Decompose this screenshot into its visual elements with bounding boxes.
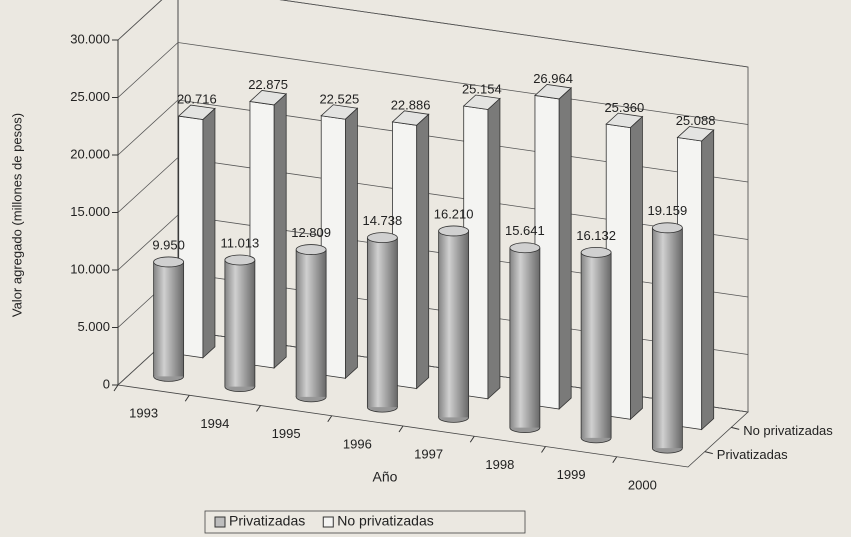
x-tick-label: 1999	[557, 467, 586, 482]
legend-frame	[204, 510, 526, 534]
bar-side	[202, 107, 216, 359]
bar-group	[462, 94, 501, 400]
legend-label: No privatizadas	[337, 513, 434, 529]
bar	[224, 259, 255, 387]
y-tick-label: 0	[103, 376, 110, 391]
x-tick-label: 1994	[200, 416, 229, 431]
y-tick-label: 15.000	[70, 204, 110, 219]
legend-label: Privatizadas	[229, 513, 305, 529]
bar-top	[509, 242, 541, 254]
bar-group	[320, 104, 359, 380]
bar-group	[295, 244, 327, 403]
x-tick	[327, 415, 333, 423]
bar-group	[153, 256, 185, 382]
bar-group	[580, 246, 612, 444]
value-label: 25.154	[462, 82, 502, 97]
bar-top	[651, 222, 683, 234]
bar-group	[651, 222, 683, 454]
bar	[367, 237, 398, 408]
bar-side	[273, 93, 287, 369]
bar-top	[580, 246, 612, 258]
x-axis-label: Año	[373, 469, 398, 485]
y-tick-label: 5.000	[77, 319, 110, 334]
bar-group	[676, 126, 715, 431]
y-tick-label: 30.000	[70, 31, 110, 46]
depth-label: Privatizadas	[717, 447, 788, 462]
bar-group	[177, 104, 216, 359]
x-tick-label: 1998	[485, 457, 514, 472]
y-tick-label: 20.000	[70, 146, 110, 161]
grid-line	[117, 0, 749, 68]
bar-side	[416, 113, 430, 390]
bar-top	[153, 256, 185, 268]
value-label: 15.641	[505, 223, 545, 238]
x-tick-label: 1995	[272, 426, 301, 441]
y-tick-label: 25.000	[70, 89, 110, 104]
x-tick	[612, 456, 618, 464]
value-label: 25.360	[604, 100, 644, 115]
bar	[509, 247, 540, 428]
value-label: 9.950	[152, 237, 185, 252]
depth-label: No privatizadas	[743, 423, 833, 438]
legend-swatch	[214, 516, 226, 528]
bar-side	[558, 87, 572, 410]
value-label: 16.210	[434, 206, 474, 221]
value-label: 11.013	[220, 235, 259, 250]
value-label: 12.809	[291, 225, 331, 240]
bar-side	[345, 107, 358, 380]
x-tick	[256, 405, 261, 412]
bar-group	[391, 110, 430, 390]
value-label: 22.525	[319, 91, 359, 106]
bar-side	[701, 129, 715, 431]
x-tick	[469, 435, 475, 443]
value-label: 26.964	[533, 71, 573, 86]
bar-group	[438, 225, 470, 423]
bar-group	[224, 254, 256, 393]
bar-side	[487, 97, 501, 400]
bar-group	[366, 232, 398, 413]
bar-group	[534, 84, 573, 410]
value-label: 22.886	[391, 98, 431, 113]
value-label: 19.159	[647, 203, 687, 218]
value-label: 22.875	[248, 77, 288, 92]
bar-top	[224, 254, 256, 266]
y-axis-label: Valor agregado (millones de pesos)	[9, 113, 24, 317]
x-tick-label: 1996	[343, 436, 372, 451]
bar	[153, 261, 184, 377]
value-label: 20.716	[177, 92, 217, 107]
bar	[581, 252, 612, 438]
x-tick-label: 1997	[414, 447, 443, 462]
value-label: 25.088	[676, 113, 716, 128]
bar	[296, 249, 327, 397]
bar	[438, 230, 469, 418]
bar-top	[295, 244, 327, 255]
x-tick	[113, 384, 119, 392]
bar-group	[509, 242, 541, 434]
depth-tick	[704, 451, 713, 455]
value-label: 14.738	[362, 213, 402, 228]
bar-group	[249, 90, 288, 369]
bar-top	[366, 232, 398, 244]
bar	[652, 227, 683, 449]
depth-tick	[731, 426, 740, 430]
x-tick-label: 1993	[129, 406, 158, 421]
x-tick	[398, 425, 404, 433]
x-tick	[184, 394, 190, 402]
x-tick-label: 2000	[628, 477, 657, 492]
legend-swatch	[322, 516, 334, 528]
bar-side	[630, 115, 643, 421]
x-tick	[541, 446, 546, 453]
value-label: 16.132	[576, 228, 616, 243]
y-tick-label: 10.000	[70, 261, 110, 276]
bar-group	[605, 112, 644, 421]
bar-top	[438, 225, 470, 237]
